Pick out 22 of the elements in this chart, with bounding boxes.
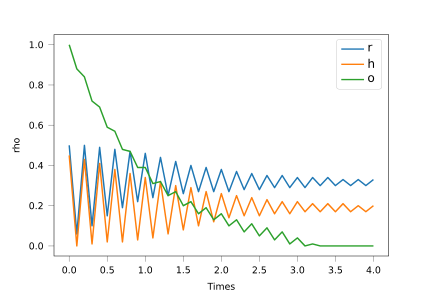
y-tick-label: 0.4 [29,162,44,169]
line-series [68,154,374,247]
x-tick-label: 0.5 [100,266,114,274]
x-tick-label: 1.5 [176,266,190,274]
y-tick-label: 0.8 [29,81,43,88]
y-tick-label: 1.0 [30,41,43,48]
x-tick-label: 0.0 [62,266,76,274]
x-tick-label: 3.5 [328,266,342,274]
x-tick-label: 4.0 [366,266,380,274]
x-axis-title: Times [207,282,235,290]
y-tick-label: 0.2 [29,202,43,210]
legend-label: r [368,44,372,52]
x-tick-label: 3.0 [290,266,304,274]
x-tick-label: 2.0 [214,266,228,274]
x-tick-label: 1.0 [138,266,152,274]
y-tick-label: 0.0 [29,242,43,250]
line-series [68,144,374,234]
legend-label: h [368,58,374,68]
y-axis-title: rho [12,138,20,152]
legend-label: o [368,75,374,82]
y-tick-label: 0.6 [29,122,44,129]
x-tick-label: 2.5 [252,266,266,274]
